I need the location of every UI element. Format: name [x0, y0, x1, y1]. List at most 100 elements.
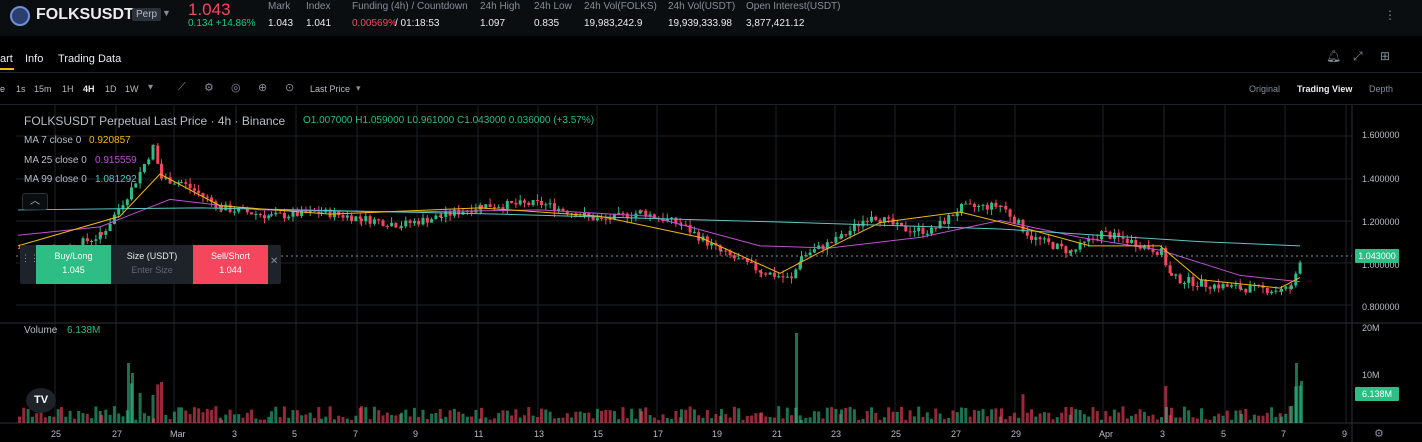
candle: [125, 199, 129, 206]
candle: [152, 145, 155, 147]
timeframe-1h[interactable]: 1H: [62, 84, 74, 94]
volume-bar: [1182, 406, 1186, 423]
add-icon[interactable]: ⊕: [258, 82, 268, 94]
volume-bar: [688, 406, 692, 423]
divider: [0, 104, 1422, 105]
symbol-title[interactable]: FOLKSUSDT: [36, 6, 134, 23]
candle: [1060, 243, 1064, 247]
fullscreen-icon[interactable]: ⤢: [1353, 49, 1363, 63]
size-field[interactable]: Size (USDT) Enter Size: [111, 245, 193, 284]
volume-bar: [497, 413, 501, 423]
sell-short-button[interactable]: Sell/Short 1.044: [193, 245, 268, 284]
candle: [364, 216, 368, 222]
candle: [808, 252, 812, 256]
timeframe-4h[interactable]: 4H: [83, 84, 95, 94]
candle: [741, 258, 745, 260]
drag-handle-icon[interactable]: ⋮⋮: [21, 253, 39, 263]
volume-bar: [341, 416, 345, 423]
volume-bar: [852, 409, 856, 423]
volume-bar: [951, 410, 955, 423]
volume-bar: [26, 409, 30, 423]
more-menu-icon[interactable]: ⋮: [1384, 8, 1396, 22]
tradingview-logo-icon[interactable]: TV: [26, 388, 56, 413]
tab-trading-data[interactable]: Trading Data: [58, 53, 122, 65]
volume-bar: [844, 407, 848, 423]
candle: [151, 145, 155, 160]
price-type-select[interactable]: Last Price: [310, 84, 351, 94]
view-depth[interactable]: Depth: [1369, 84, 1394, 94]
volume-bar: [648, 415, 652, 423]
candle: [955, 212, 959, 217]
stat-index-label[interactable]: Index: [306, 1, 331, 12]
candle: [341, 215, 345, 218]
volume-bar: [764, 416, 768, 423]
x-tick: 21: [772, 429, 783, 439]
timeframe-time[interactable]: e: [0, 84, 6, 94]
candle: [684, 224, 688, 226]
candle: [1244, 288, 1248, 293]
candle: [1130, 239, 1133, 244]
settings-icon[interactable]: ⚙: [1374, 428, 1384, 440]
timeframe-15m[interactable]: 15m: [34, 84, 52, 94]
volume-bar: [1284, 413, 1288, 423]
view-trading-view[interactable]: Trading View: [1297, 84, 1353, 94]
volume-bar: [1265, 412, 1269, 423]
target-icon[interactable]: ⊙: [285, 82, 295, 94]
candle: [1170, 273, 1173, 276]
timeframe-1s[interactable]: 1s: [16, 84, 26, 94]
candle: [168, 177, 172, 184]
candle: [1108, 231, 1112, 239]
close-icon[interactable]: ✕: [270, 256, 279, 267]
candle: [98, 232, 102, 240]
candle: [1290, 285, 1293, 289]
volume-bar: [138, 392, 142, 423]
chevron-down-icon[interactable]: ▼: [162, 8, 171, 18]
indicator-icon[interactable]: ⟋: [178, 81, 186, 93]
candle: [278, 212, 282, 214]
volume-bar: [440, 418, 443, 423]
timeframe-1d[interactable]: 1D: [105, 84, 117, 94]
sell-price: 1.044: [219, 265, 242, 275]
candle: [1234, 284, 1238, 286]
volume-bar: [830, 407, 834, 423]
volume-bar: [674, 411, 678, 423]
volume-bar: [595, 408, 599, 423]
candle: [408, 220, 412, 224]
volume-bar: [1095, 411, 1099, 423]
volume-bar: [390, 415, 394, 423]
candle: [497, 207, 501, 209]
view-original[interactable]: Original: [1249, 84, 1281, 94]
tab-info[interactable]: Info: [25, 53, 44, 65]
volume-bar: [385, 412, 389, 423]
price-chart[interactable]: [0, 105, 1422, 442]
volume-bar: [1147, 416, 1151, 423]
candle: [117, 209, 121, 215]
volume-bar: [745, 415, 749, 423]
buy-long-button[interactable]: Buy/Long 1.045: [36, 245, 111, 284]
stat-oi-label[interactable]: Open Interest(USDT): [746, 1, 841, 12]
bell-icon[interactable]: 🔔︎: [1326, 49, 1342, 63]
x-tick: 27: [112, 429, 123, 439]
volume-bar: [1225, 410, 1229, 423]
volume-bar: [304, 414, 308, 423]
candle: [287, 216, 291, 219]
chevron-down-icon[interactable]: ▾: [148, 82, 154, 93]
volume-bar: [552, 418, 556, 423]
size-input[interactable]: Enter Size: [131, 265, 173, 275]
candle: [372, 219, 376, 224]
volume-bar: [1130, 415, 1133, 423]
candle: [785, 276, 789, 278]
camera-icon[interactable]: ◎: [231, 82, 241, 94]
chevron-down-icon[interactable]: ▾: [356, 83, 361, 93]
volume-bar: [652, 417, 656, 423]
stat-funding-rate: 0.00569%: [352, 18, 398, 29]
collapse-legend-icon[interactable]: ︿: [22, 193, 48, 210]
layout-grid-icon[interactable]: ⊞: [1380, 49, 1391, 63]
volume-bar: [501, 410, 505, 423]
candle: [142, 164, 146, 172]
volume-bar: [1008, 416, 1012, 423]
settings-icon[interactable]: ⚙: [204, 82, 214, 94]
volume-bar: [313, 418, 316, 423]
timeframe-1w[interactable]: 1W: [125, 84, 139, 94]
tab-chart[interactable]: art: [0, 53, 13, 65]
